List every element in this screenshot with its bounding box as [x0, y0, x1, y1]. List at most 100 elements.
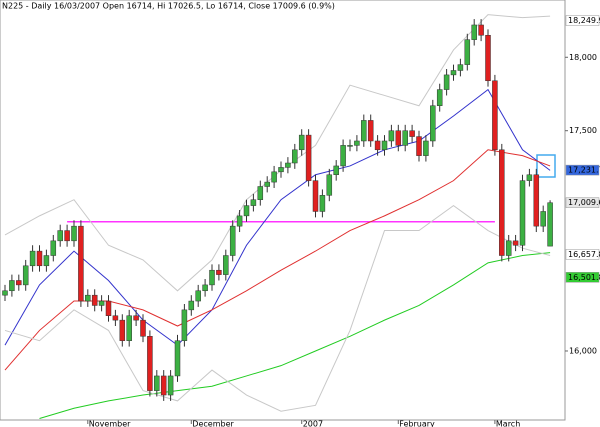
y-tick-label: 17,500 — [569, 126, 597, 135]
candle-body — [271, 171, 277, 183]
candle-body — [50, 240, 57, 256]
candle-body — [160, 375, 167, 396]
candle-body — [505, 240, 512, 256]
candle-body — [243, 205, 250, 217]
candle-body — [533, 174, 540, 227]
candle-body — [167, 375, 174, 396]
price-label-box — [565, 249, 600, 260]
candle-body — [512, 240, 519, 246]
candle-body — [9, 280, 15, 292]
candle-body — [181, 309, 188, 341]
x-tick-label: March — [496, 420, 520, 427]
candle-body — [22, 265, 29, 286]
price-label-box — [565, 272, 600, 283]
candle-body — [85, 294, 91, 302]
indicator-line — [39, 252, 551, 420]
candle-body — [347, 145, 353, 147]
plot-frame — [0, 0, 566, 421]
candle-body — [202, 284, 208, 292]
candle-body — [423, 140, 429, 156]
candle-body — [547, 202, 553, 247]
y-tick-label: 16,000 — [569, 346, 597, 355]
candle-body — [464, 39, 471, 65]
candle-body — [298, 134, 305, 151]
candle-body — [443, 74, 450, 90]
candle-body — [319, 195, 326, 212]
candle-body — [285, 162, 291, 168]
indicator-line — [4, 88, 551, 346]
candle-body — [36, 250, 43, 267]
x-tick-label: November — [89, 420, 131, 427]
candle-body — [326, 174, 333, 196]
candle-body — [223, 255, 229, 275]
candle-body — [188, 300, 195, 311]
candle-body — [112, 315, 119, 321]
candle-body — [526, 174, 533, 181]
candle-body — [402, 130, 408, 146]
x-tick-label: February — [399, 420, 435, 427]
price-label-box — [565, 197, 600, 208]
indicator-line — [4, 204, 551, 412]
candle-body — [29, 250, 36, 267]
candle-body — [250, 199, 257, 206]
candle-body — [71, 225, 77, 242]
candle-body — [340, 145, 346, 167]
candle-body — [216, 269, 222, 275]
candle-body — [64, 230, 70, 242]
candle-body — [450, 70, 457, 76]
price-label: 17,231.7 — [568, 166, 600, 175]
candle-body — [119, 319, 126, 341]
candle-body — [367, 120, 374, 142]
candle-body — [174, 340, 181, 377]
candle-body — [409, 130, 415, 137]
candle-body — [78, 225, 84, 302]
candle-body — [147, 336, 153, 391]
chart-title: N225 - Daily 16/03/2007 Open 16714, Hi 1… — [2, 2, 335, 11]
x-tick-label: December — [192, 420, 234, 427]
candle-body — [154, 375, 160, 391]
candle-body — [292, 149, 298, 164]
candle-body — [2, 290, 8, 296]
candle-body — [519, 180, 526, 246]
candle-body — [43, 255, 50, 267]
candle-body — [195, 290, 201, 302]
candle-body — [209, 269, 215, 286]
candle-body — [471, 24, 477, 40]
price-label-box — [565, 15, 600, 26]
price-label: 17,009.6 — [568, 198, 600, 207]
highlight-box — [536, 154, 556, 178]
candle-body — [361, 120, 367, 142]
candle-body — [16, 280, 22, 286]
x-tick-label: 2007 — [303, 420, 323, 427]
candle-body — [374, 140, 381, 151]
candle-body — [478, 24, 484, 36]
candle-body — [140, 319, 146, 337]
candle-body — [126, 315, 132, 341]
candle-body — [457, 64, 464, 71]
candle-body — [499, 149, 505, 256]
candle-body — [257, 186, 264, 200]
price-label-box — [565, 164, 600, 176]
candle-body — [57, 230, 63, 242]
price-label: 16,657.8 — [568, 250, 600, 259]
candle-body — [264, 181, 270, 187]
candle-body — [416, 136, 422, 156]
candle-body — [485, 34, 491, 82]
candle-body — [105, 300, 112, 316]
candle-body — [91, 294, 98, 306]
candle-body — [430, 105, 436, 142]
candle-body — [436, 89, 443, 106]
candle-body — [98, 300, 105, 306]
candle-body — [236, 215, 243, 227]
candle-body — [492, 80, 498, 151]
candle-body — [354, 140, 360, 146]
candle-body — [229, 225, 236, 256]
price-label: 16,501.8 — [568, 273, 600, 282]
candle-body — [133, 315, 139, 321]
candle-body — [333, 165, 339, 176]
price-label: 18,249.9 — [568, 16, 600, 25]
candle-body — [381, 140, 388, 151]
candle-body — [388, 130, 395, 142]
candle-body — [305, 134, 312, 181]
